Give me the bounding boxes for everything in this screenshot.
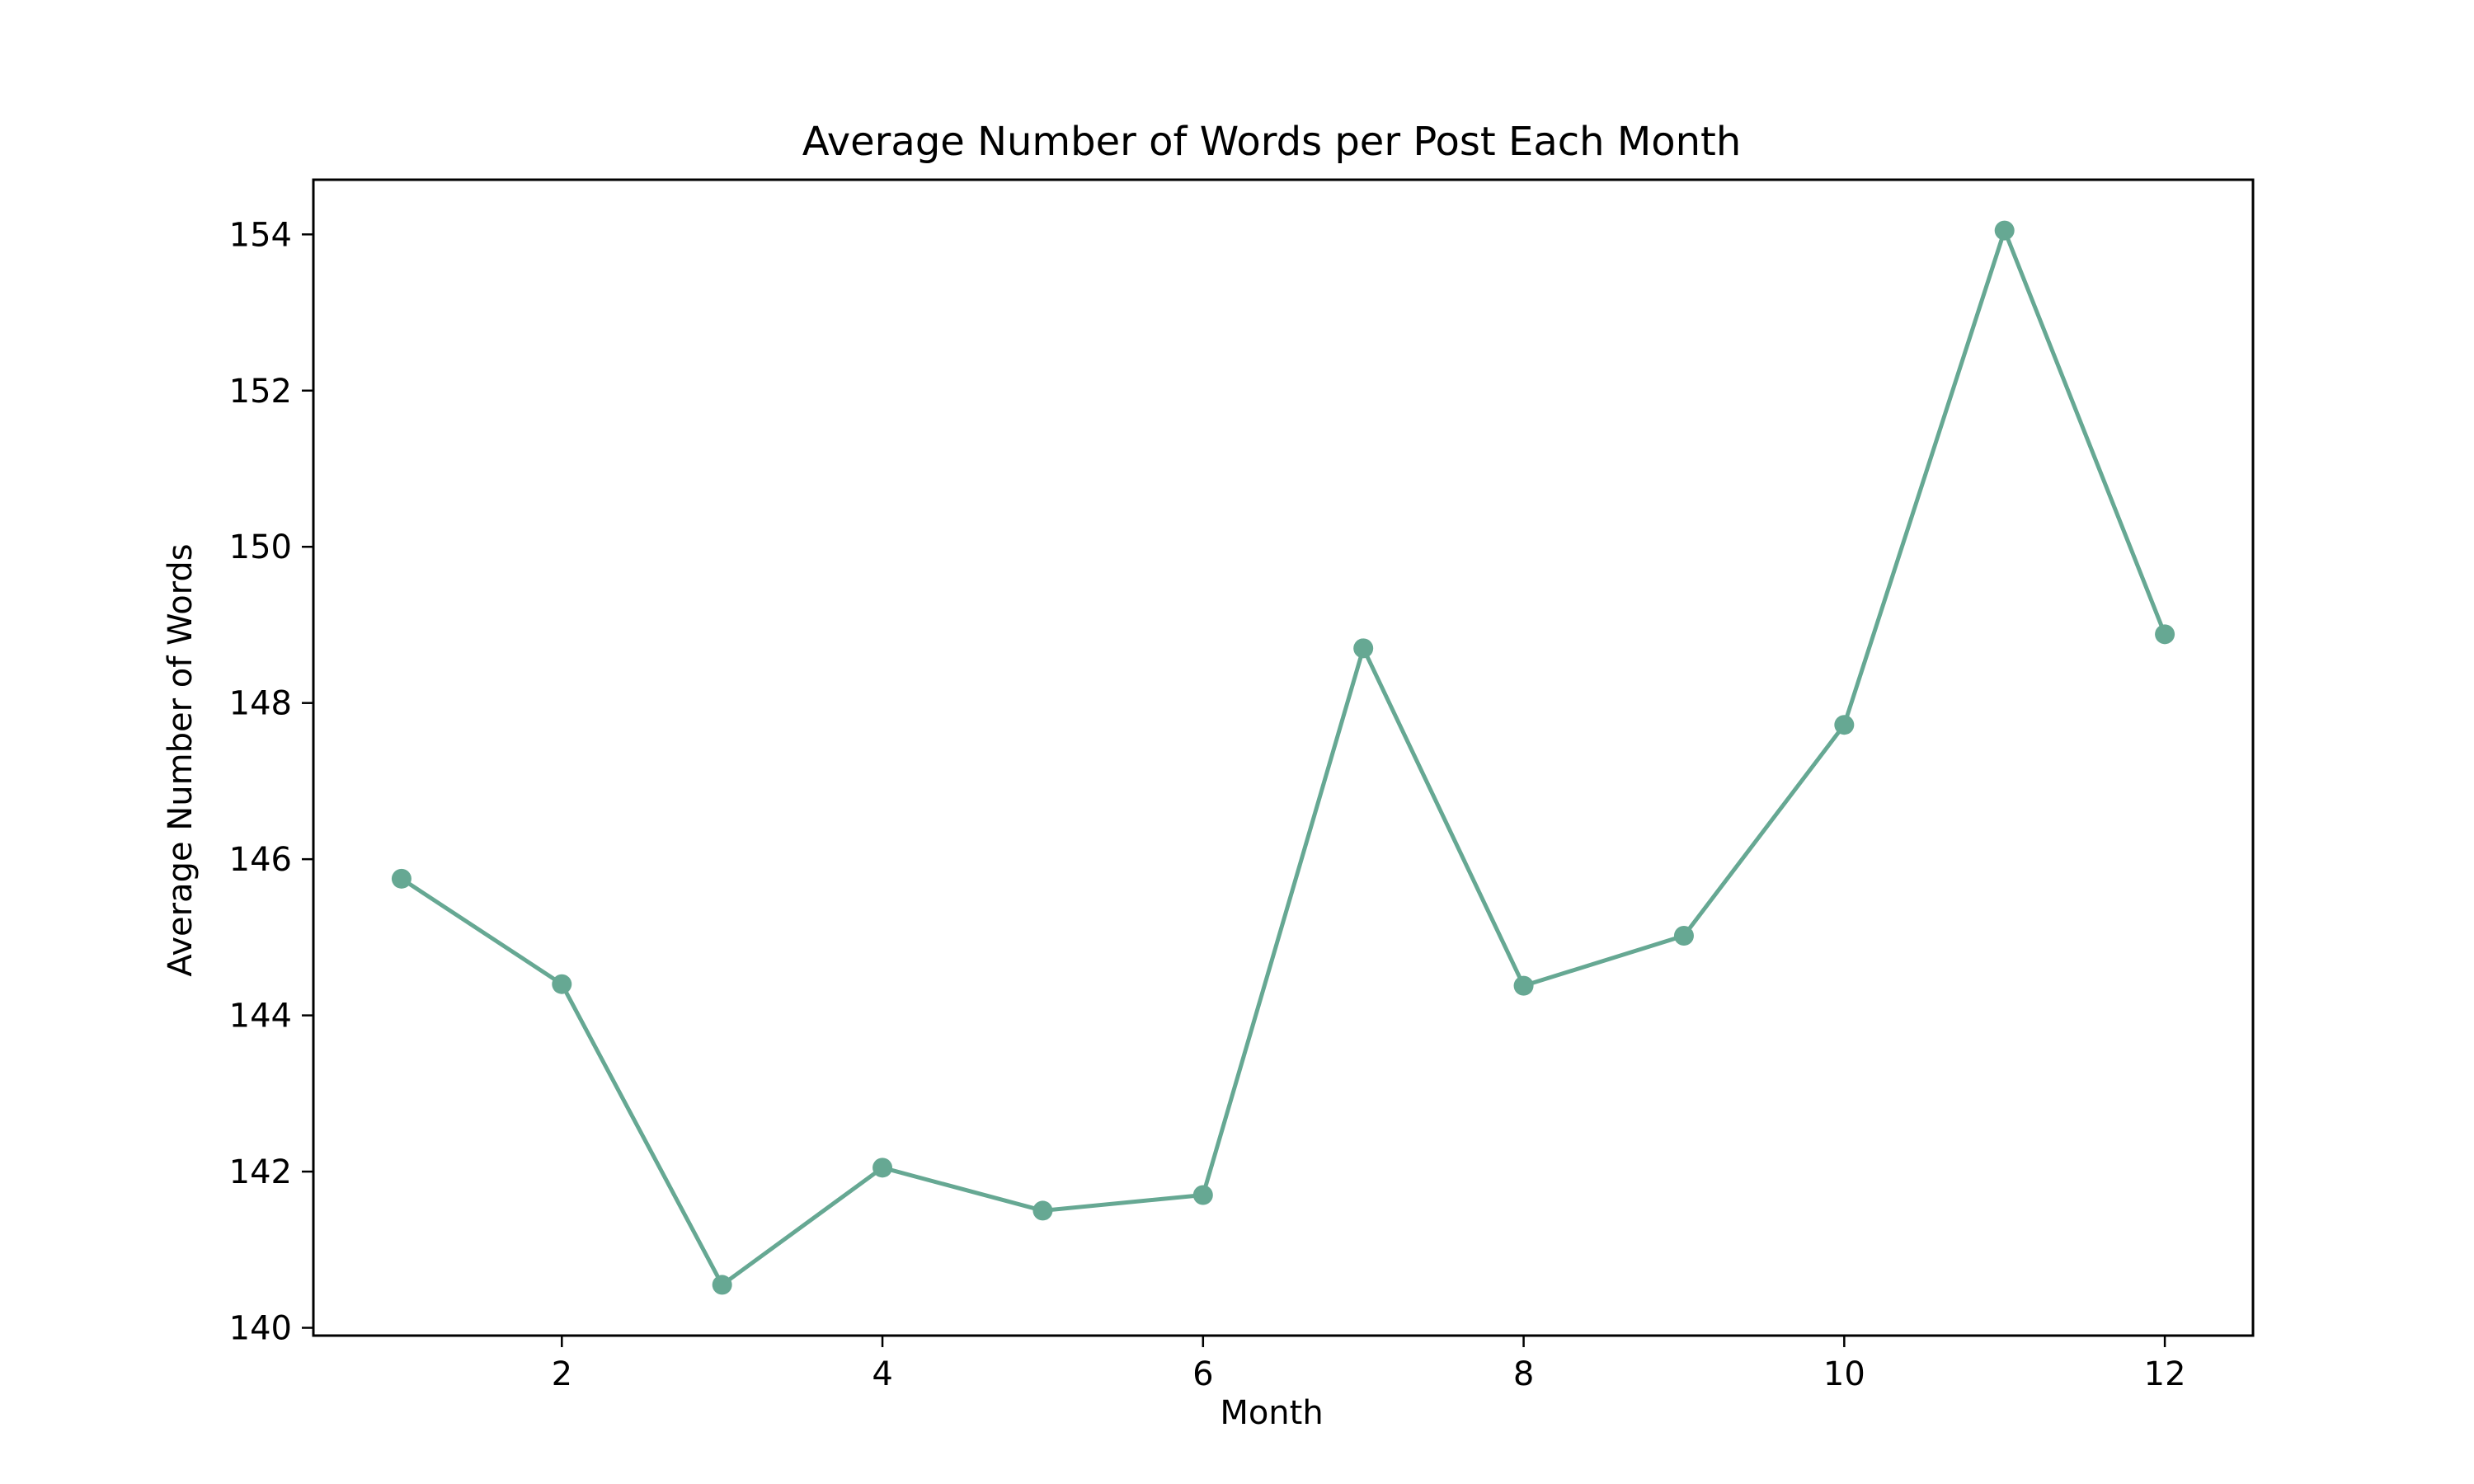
y-tick-label: 150 <box>229 528 292 566</box>
x-tick-label: 12 <box>2144 1355 2186 1393</box>
data-point <box>1994 220 2015 241</box>
y-tick-label: 148 <box>229 685 292 723</box>
x-tick-label: 2 <box>552 1355 572 1393</box>
series-line <box>399 228 2167 1287</box>
data-point <box>1353 638 1374 659</box>
data-point <box>391 868 412 889</box>
y-tick-label: 154 <box>229 216 292 254</box>
y-tick-label: 140 <box>229 1310 292 1348</box>
y-tick-label: 152 <box>229 373 292 411</box>
y-tick-label: 144 <box>229 998 292 1036</box>
data-point <box>1834 715 1855 735</box>
data-point <box>2155 624 2175 645</box>
data-point <box>1513 975 1534 996</box>
data-point <box>872 1158 893 1178</box>
chart-title: Average Number of Words per Post Each Mo… <box>802 119 1742 165</box>
y-axis-label: Average Number of Words <box>162 543 200 976</box>
plot-frame <box>312 178 2255 1337</box>
data-point <box>552 974 572 994</box>
y-tick-label: 142 <box>229 1153 292 1191</box>
x-axis-label: Month <box>1220 1394 1323 1432</box>
data-point <box>1032 1200 1053 1221</box>
x-tick-label: 10 <box>1823 1355 1865 1393</box>
data-point <box>1192 1185 1213 1205</box>
data-point <box>712 1275 732 1295</box>
x-tick-label: 8 <box>1513 1355 1534 1393</box>
x-tick-label: 6 <box>1192 1355 1213 1393</box>
y-tick-label: 146 <box>229 841 292 879</box>
x-tick-label: 4 <box>872 1355 892 1393</box>
data-point <box>1673 925 1694 946</box>
plot-area <box>391 220 2175 1295</box>
